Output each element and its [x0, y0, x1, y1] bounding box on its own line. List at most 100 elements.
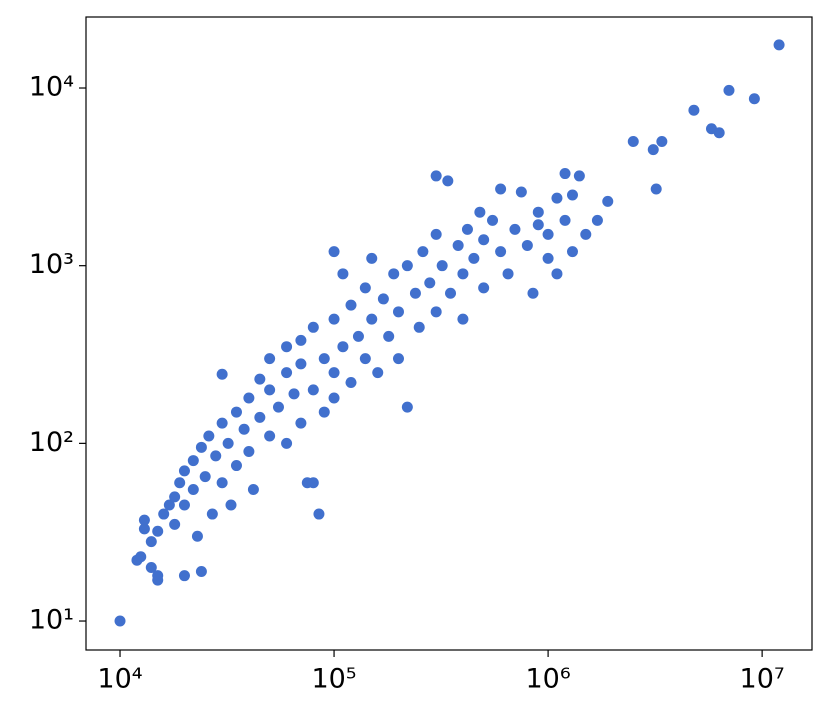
point	[566, 189, 578, 201]
point	[195, 566, 207, 578]
point	[328, 367, 340, 379]
point	[216, 417, 228, 429]
point	[521, 239, 533, 251]
point	[417, 246, 429, 258]
point	[307, 477, 319, 489]
point	[430, 228, 442, 240]
point	[230, 406, 242, 418]
point	[345, 299, 357, 311]
point	[566, 246, 578, 258]
point	[163, 499, 175, 511]
point	[457, 268, 469, 280]
point	[748, 93, 760, 105]
point	[187, 455, 199, 467]
point	[158, 508, 170, 520]
point	[254, 373, 266, 385]
point	[206, 508, 218, 520]
point	[328, 392, 340, 404]
point	[328, 313, 340, 325]
point	[401, 401, 413, 413]
point	[461, 223, 473, 235]
point	[773, 39, 785, 51]
point	[551, 192, 563, 204]
plot-frame	[85, 16, 813, 651]
point	[656, 135, 668, 147]
point	[225, 499, 237, 511]
point	[152, 525, 164, 537]
point	[377, 293, 389, 305]
point	[254, 411, 266, 423]
point	[495, 246, 507, 258]
point	[138, 514, 150, 526]
point	[243, 392, 255, 404]
point	[145, 536, 157, 548]
point	[238, 423, 250, 435]
point	[573, 170, 585, 182]
point	[445, 287, 457, 299]
point	[295, 334, 307, 346]
point	[135, 551, 147, 563]
point	[688, 104, 700, 116]
x-tick-label: 10⁴	[97, 664, 142, 695]
point	[580, 228, 592, 240]
point	[409, 287, 421, 299]
point	[401, 260, 413, 272]
point	[169, 518, 181, 530]
y-tick-label: 10²	[29, 427, 74, 458]
point	[366, 252, 378, 264]
point	[487, 214, 499, 226]
point	[191, 530, 203, 542]
point	[392, 306, 404, 318]
point	[281, 367, 293, 379]
point	[337, 341, 349, 353]
point	[723, 84, 735, 96]
point	[430, 170, 442, 182]
point	[216, 368, 228, 380]
point	[264, 430, 276, 442]
y-tick-label: 10¹	[29, 605, 74, 636]
x-tick-label: 10⁵	[311, 664, 356, 695]
point	[281, 437, 293, 449]
point	[264, 384, 276, 396]
x-tick-label: 10⁷	[740, 664, 785, 695]
point	[647, 144, 659, 156]
point	[359, 282, 371, 294]
point	[352, 330, 364, 342]
point	[247, 483, 259, 495]
point	[169, 491, 181, 503]
point	[542, 252, 554, 264]
point	[210, 450, 222, 462]
point	[442, 175, 454, 187]
point	[145, 562, 157, 574]
point	[591, 214, 603, 226]
point	[559, 214, 571, 226]
point	[222, 437, 234, 449]
point	[542, 228, 554, 240]
point	[436, 260, 448, 272]
point	[468, 252, 480, 264]
point	[307, 321, 319, 333]
point	[515, 186, 527, 198]
point	[195, 441, 207, 453]
point	[152, 574, 164, 586]
point	[424, 277, 436, 289]
point	[551, 268, 563, 280]
point	[359, 353, 371, 365]
point	[337, 268, 349, 280]
point	[174, 477, 186, 489]
point	[318, 353, 330, 365]
point	[602, 195, 614, 207]
point	[650, 183, 662, 195]
point	[230, 460, 242, 472]
point	[318, 406, 330, 418]
point	[430, 306, 442, 318]
point	[199, 471, 211, 483]
point	[509, 223, 521, 235]
point	[288, 388, 300, 400]
point	[413, 321, 425, 333]
y-tick-label: 10⁴	[29, 72, 74, 103]
point	[372, 367, 384, 379]
point	[457, 313, 469, 325]
